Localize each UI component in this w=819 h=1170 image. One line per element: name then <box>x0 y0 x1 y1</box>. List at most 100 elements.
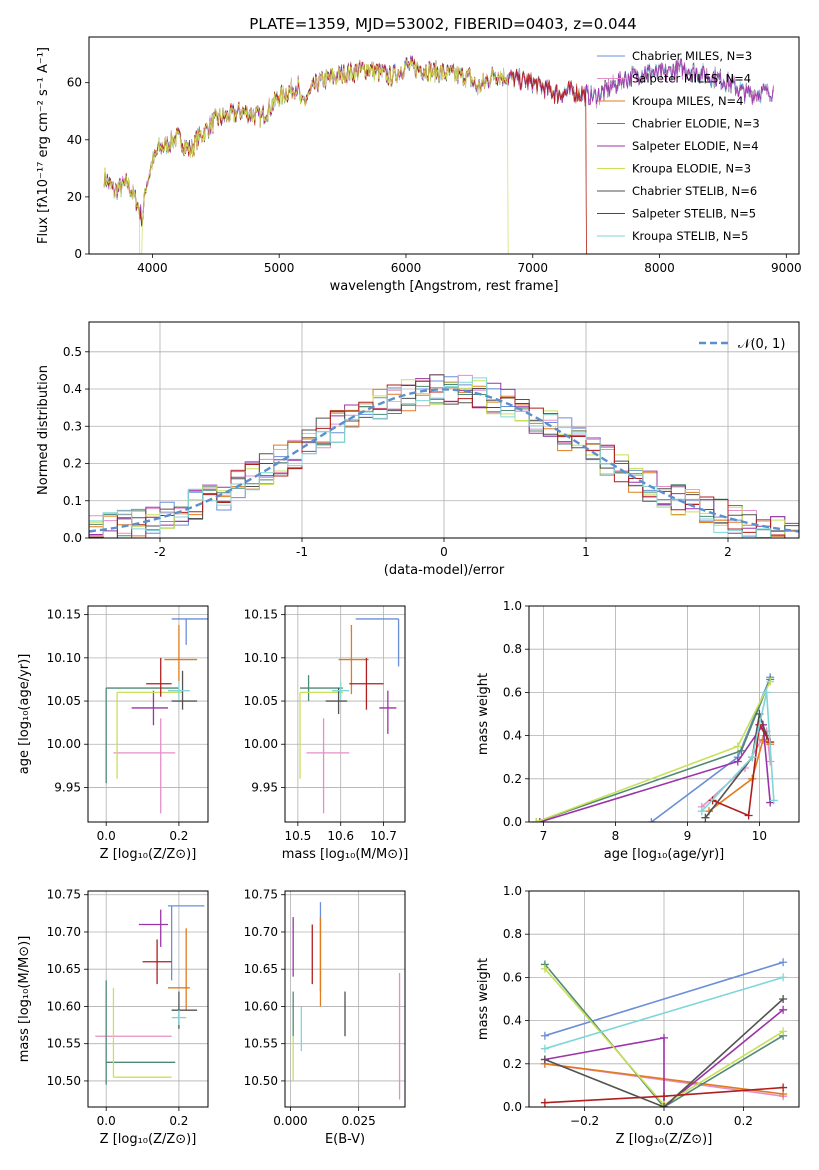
panel-mass-vs-Z: 0.0 0.2 10.50 10.55 10.60 10.65 10.70 10.75 Z [l… <box>17 888 209 1147</box>
x-tick-label: 10.7 <box>370 829 397 843</box>
plot-area <box>532 673 778 822</box>
panel-weight-vs-Z: −0.2 0.0 0.2 0.0 0.2 0.4 0.6 0.8 1.0 Z [log₁₀(Z/Z… <box>476 884 800 1147</box>
y-tick-label: 1.0 <box>503 599 522 613</box>
weight-marker-7 <box>779 1083 788 1092</box>
plot-area <box>95 905 205 1085</box>
y-tick-label: 10.00 <box>244 737 278 751</box>
panel-residuals: -2 -1 0 1 2 0.0 0.1 0.2 0.3 0.4 0.5 (data-model)/er… <box>36 321 800 578</box>
x-tick-label: -2 <box>154 545 166 559</box>
weight-marker-7 <box>540 1098 549 1107</box>
y-axis-label: mass weight <box>476 673 491 755</box>
plot-area <box>103 55 774 254</box>
legend-label-2: Kroupa MILES, N=4 <box>632 94 744 108</box>
weight-marker-1 <box>766 757 775 766</box>
y-tick-label: 0.4 <box>63 382 82 396</box>
x-tick-label: 1 <box>582 545 590 559</box>
y-tick-label: 40 <box>67 133 82 147</box>
weight-marker-8 <box>769 796 778 805</box>
legend-label-3: Chabrier ELODIE, N=3 <box>632 117 760 131</box>
weight-marker-8 <box>540 1044 549 1053</box>
weight-marker-8 <box>779 973 788 982</box>
x-tick-label: 0.0 <box>654 1114 673 1128</box>
x-axis-label: Z [log₁₀(Z/Z⊙)] <box>100 847 197 862</box>
weight-line-8 <box>544 976 784 1050</box>
x-tick-label: 10 <box>752 829 767 843</box>
y-tick-label: 10.65 <box>244 962 278 976</box>
y-axis-label: mass [log₁₀(M/M⊙)] <box>17 936 32 1063</box>
spectrum-series-7 <box>103 57 587 254</box>
weight-marker-0 <box>779 958 788 967</box>
y-tick-label: 0.8 <box>503 642 522 656</box>
weight-marker-7 <box>660 1092 668 1101</box>
x-axis-label: age [log₁₀(age/yr)] <box>604 847 725 862</box>
y-tick-label: 10.05 <box>47 694 81 708</box>
legend-label-gaussian: 𝒩(0, 1) <box>738 337 785 352</box>
plot-frame <box>284 890 406 1108</box>
x-tick-label: 8 <box>612 829 620 843</box>
weight-line-6 <box>544 998 784 1107</box>
weight-marker-6 <box>660 1103 668 1107</box>
x-axis-label: Z [log₁₀(Z/Z⊙)] <box>616 1132 713 1147</box>
y-axis-label: Flux [fλ10⁻¹⁷ erg cm⁻² s⁻¹ A⁻¹] <box>36 47 51 244</box>
x-tick-label: 9 <box>684 829 692 843</box>
weight-marker-6 <box>540 1055 549 1064</box>
x-axis-label: wavelength [Angstrom, rest frame] <box>330 279 559 294</box>
y-tick-label: 1.0 <box>503 884 522 898</box>
plot-area <box>540 958 788 1107</box>
legend-label-0: Chabrier MILES, N=3 <box>632 49 752 63</box>
weight-line-5 <box>535 681 771 822</box>
legend-label-6: Chabrier STELIB, N=6 <box>632 184 757 198</box>
y-tick-label: 0.4 <box>503 1014 522 1028</box>
x-axis-label: Z [log₁₀(Z/Z⊙)] <box>100 1132 197 1147</box>
y-tick-label: 0.0 <box>503 1100 522 1114</box>
weight-line-0 <box>544 961 784 1037</box>
plot-area <box>89 374 799 538</box>
plot-area <box>292 902 401 1100</box>
y-tick-label: 0.0 <box>63 531 82 545</box>
y-tick-label: 0.2 <box>63 457 82 471</box>
y-axis-label: mass weight <box>476 958 491 1040</box>
x-tick-label: 7 <box>540 829 548 843</box>
plot-frame <box>87 890 209 1108</box>
y-tick-label: 10.75 <box>244 888 278 902</box>
spectrum-series-5 <box>103 58 509 254</box>
y-tick-label: 0.5 <box>63 345 82 359</box>
weight-marker-6 <box>701 813 710 822</box>
plot-frame <box>88 321 800 539</box>
weight-marker-5 <box>532 818 541 822</box>
y-axis-label: age [log₁₀(age/yr)] <box>17 654 32 775</box>
x-tick-label: 0.2 <box>734 1114 753 1128</box>
x-axis-label: (data-model)/error <box>384 563 505 578</box>
y-axis-label: Normed distribution <box>36 365 51 495</box>
weight-marker-8 <box>697 807 706 816</box>
x-tick-label: 0 <box>440 545 448 559</box>
y-tick-label: 0.0 <box>503 815 522 829</box>
panel-age-vs-mass: 10.5 10.6 10.7 9.95 10.00 10.05 10.10 10.15 mass… <box>244 605 408 862</box>
x-tick-label: 10.6 <box>327 829 354 843</box>
weight-marker-4 <box>535 818 544 822</box>
y-tick-label: 0 <box>74 247 82 261</box>
weight-line-8 <box>701 692 775 812</box>
legend-label-8: Kroupa STELIB, N=5 <box>632 229 749 243</box>
x-tick-label: 0.2 <box>169 1114 188 1128</box>
x-tick-label: 4000 <box>137 261 168 275</box>
y-tick-label: 10.15 <box>47 608 81 622</box>
weight-marker-7 <box>744 811 753 820</box>
y-tick-label: 10.60 <box>244 999 278 1013</box>
x-tick-label: 0.2 <box>169 829 188 843</box>
weight-marker-5 <box>766 677 775 686</box>
y-tick-label: 10.70 <box>244 925 278 939</box>
plot-frame <box>528 890 800 1108</box>
y-tick-label: 10.60 <box>47 999 81 1013</box>
y-tick-label: 0.3 <box>63 419 82 433</box>
y-tick-label: 0.8 <box>503 927 522 941</box>
x-axis-label: E(B-V) <box>325 1132 365 1147</box>
x-tick-label: 6000 <box>391 261 422 275</box>
legend-label-7: Salpeter STELIB, N=5 <box>632 207 756 221</box>
y-tick-label: 10.00 <box>47 737 81 751</box>
y-tick-label: 10.50 <box>244 1074 278 1088</box>
y-tick-label: 10.55 <box>244 1037 278 1051</box>
legend-label-1: Salpeter MILES, N=4 <box>632 72 751 86</box>
spectrum-series-4 <box>103 55 774 227</box>
weight-line-6 <box>704 713 768 819</box>
